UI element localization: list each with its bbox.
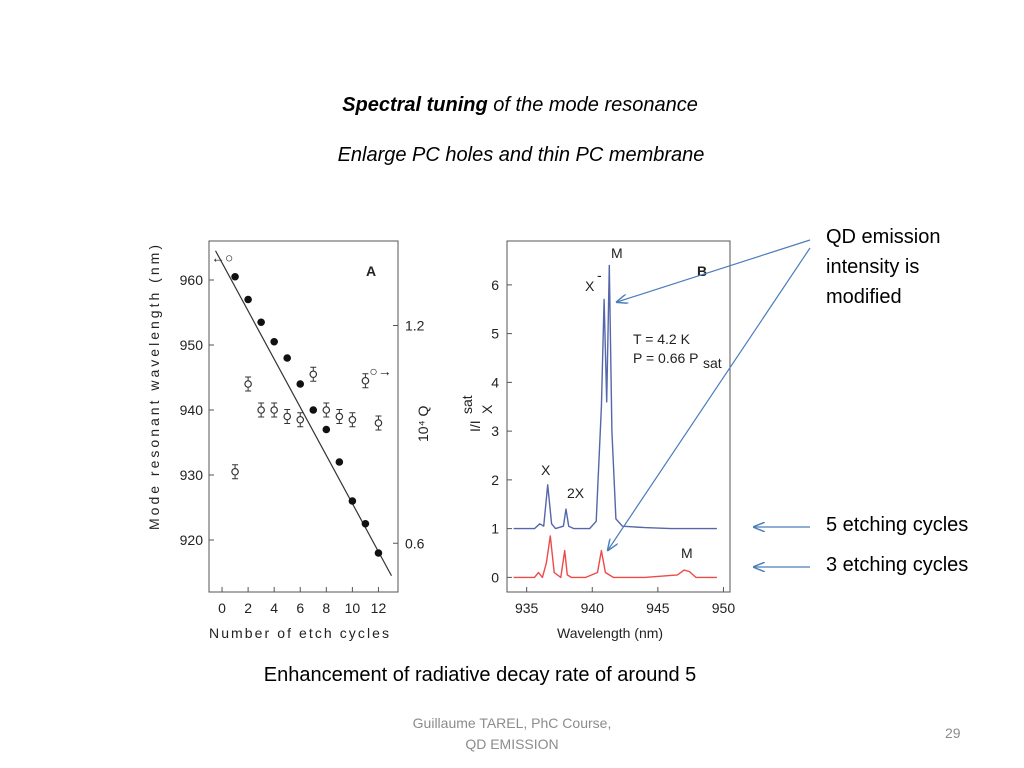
y-tick-label: 2 bbox=[491, 472, 499, 488]
panel-b-label: B bbox=[697, 263, 707, 279]
callout-text: QD emission intensity is modified bbox=[826, 222, 940, 312]
open-point bbox=[309, 370, 318, 379]
label-3-cycles: 3 etching cycles bbox=[826, 554, 969, 576]
y-tick-label: 1 bbox=[491, 521, 499, 537]
x-tick-label: 950 bbox=[712, 600, 736, 616]
panel-a-ylabel-left: Mode resonant wavelength (nm) bbox=[146, 245, 162, 530]
x-tick-label: 10 bbox=[345, 600, 361, 616]
temperature-annotation: T = 4.2 K bbox=[633, 331, 691, 347]
right-axis-indicator: ○→ bbox=[369, 363, 391, 379]
panel-a-label: A bbox=[366, 263, 376, 279]
panel-b-xlabel: Wavelength (nm) bbox=[557, 625, 663, 641]
y-tick-label: 930 bbox=[180, 467, 204, 483]
slide-title-rest: of the mode resonance bbox=[487, 94, 698, 116]
filled-point bbox=[231, 272, 239, 281]
peak-label-x: X bbox=[541, 462, 551, 478]
y-tick-label: 960 bbox=[180, 272, 204, 288]
label-5-cycles: 5 etching cycles bbox=[826, 514, 969, 536]
spectrum-5-cycles bbox=[513, 264, 717, 530]
filled-point bbox=[244, 295, 252, 304]
filled-point bbox=[283, 354, 292, 362]
ylabel-sub: X bbox=[479, 404, 495, 414]
y-tick-label: 940 bbox=[180, 402, 204, 418]
filled-point bbox=[322, 425, 331, 434]
open-point bbox=[296, 415, 305, 424]
callout-line: QD emission bbox=[826, 226, 941, 248]
x-tick-label: 12 bbox=[371, 600, 387, 616]
filled-point bbox=[374, 549, 383, 557]
open-point bbox=[257, 406, 265, 414]
ylabel-main: I/I bbox=[467, 420, 483, 432]
y-tick-label: 6 bbox=[491, 277, 499, 293]
slide-title-bold: Spectral tuning bbox=[342, 94, 488, 116]
peak-label-xminus: X bbox=[585, 278, 595, 294]
x-tick-label: 935 bbox=[515, 600, 539, 616]
x-tick-label: 6 bbox=[296, 600, 304, 616]
panel-a-frame bbox=[208, 240, 399, 593]
panel-b-marks: 935 940 945 950 0 1 2 3 4 5 6 bbox=[491, 264, 736, 616]
open-point bbox=[244, 380, 252, 388]
spectrum-3-cycles bbox=[513, 535, 717, 579]
x-tick-label: 4 bbox=[270, 600, 278, 616]
filled-point bbox=[335, 458, 344, 466]
open-point bbox=[361, 376, 370, 385]
peak-label-m-top: M bbox=[611, 245, 623, 261]
filled-point bbox=[270, 337, 278, 346]
peak-label-xminus-sup: - bbox=[597, 267, 602, 283]
slide-footer: Guillaume TAREL, PhC Course, QD EMISSION bbox=[362, 713, 662, 755]
footer-line: QD EMISSION bbox=[465, 736, 559, 752]
x-tick-label: 940 bbox=[581, 600, 605, 616]
open-point bbox=[322, 406, 331, 414]
power-annotation: P = 0.66 P bbox=[633, 350, 699, 366]
ylabel-sup: sat bbox=[459, 395, 475, 414]
fit-line bbox=[214, 250, 393, 577]
panel-a-xlabel: Number of etch cycles bbox=[209, 625, 389, 641]
x-tick-label: 0 bbox=[218, 600, 226, 616]
callout-arrow-bottom bbox=[608, 247, 811, 550]
peak-label-2x: 2X bbox=[567, 485, 585, 501]
power-sat-subscript: sat bbox=[703, 355, 722, 371]
open-point bbox=[270, 406, 278, 414]
x-tick-label: 945 bbox=[646, 600, 670, 616]
y-right-tick-label: 1.2 bbox=[405, 318, 425, 334]
open-point bbox=[283, 412, 292, 421]
filled-point bbox=[296, 380, 305, 388]
slide-title: Spectral tuning of the mode resonance bbox=[0, 94, 1024, 117]
y-tick-label: 4 bbox=[491, 374, 499, 390]
peak-label-m-bottom: M bbox=[681, 545, 693, 561]
open-point bbox=[374, 419, 383, 427]
slide-subtitle: Enlarge PC holes and thin PC membrane bbox=[337, 144, 705, 166]
slide-caption: Enhancement of radiative decay rate of a… bbox=[263, 664, 697, 686]
filled-point bbox=[257, 318, 265, 327]
panel-a-ylabel-right: 10⁴ Q bbox=[415, 406, 431, 442]
open-point bbox=[231, 467, 239, 476]
panel-b-frame bbox=[506, 240, 731, 593]
open-point bbox=[348, 415, 357, 424]
footer-line: Guillaume TAREL, PhC Course, bbox=[412, 715, 612, 731]
callout-line: intensity is bbox=[826, 256, 920, 278]
callout-arrow-top bbox=[617, 239, 811, 302]
filled-point bbox=[348, 497, 357, 505]
open-point bbox=[335, 412, 344, 421]
x-tick-label: 2 bbox=[244, 600, 252, 616]
x-tick-label: 8 bbox=[322, 600, 330, 616]
page-number: 29 bbox=[945, 725, 961, 741]
y-tick-label: 0 bbox=[491, 569, 499, 585]
y-tick-label: 950 bbox=[180, 337, 204, 353]
y-tick-label: 5 bbox=[491, 326, 499, 342]
y-right-tick-label: 0.6 bbox=[405, 535, 425, 551]
filled-point bbox=[361, 519, 370, 528]
y-tick-label: 920 bbox=[180, 532, 204, 548]
panel-a-marks: 0 2 4 6 8 10 12 960 950 940 930 920 1.2 0.6 ←○ ○→ bbox=[180, 249, 425, 616]
filled-point bbox=[309, 406, 318, 414]
y-tick-label: 3 bbox=[491, 423, 499, 439]
panel-b-ylabel: I/I sat X bbox=[459, 395, 495, 432]
callout-line: modified bbox=[826, 286, 902, 308]
left-axis-indicator: ←○ bbox=[211, 249, 233, 265]
